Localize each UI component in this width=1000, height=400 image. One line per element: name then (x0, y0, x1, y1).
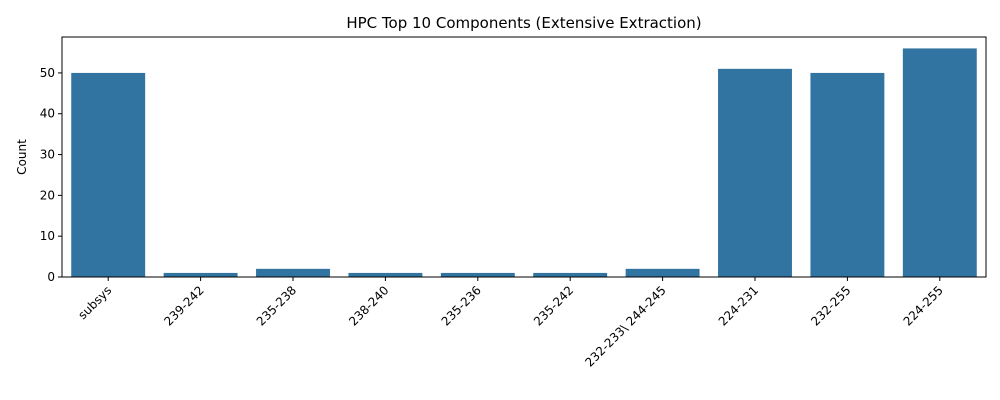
x-tick-label-8: 232-255 (808, 283, 853, 328)
y-axis-ticks: 0 10 20 30 40 50 (40, 66, 62, 284)
y-axis-label: Count (15, 139, 29, 175)
bar-3 (348, 272, 423, 277)
y-tick-label-5: 50 (40, 66, 55, 80)
x-tick-label-4: 235-236 (439, 283, 484, 328)
bar-9 (902, 48, 977, 277)
bar-1 (163, 272, 238, 277)
y-tick-label-1: 10 (40, 229, 55, 243)
x-tick-label-2: 235-238 (254, 283, 299, 328)
x-tick-label-9: 224-255 (901, 283, 946, 328)
x-axis-ticks: subsys 239-242 235-238 238-240 235-236 235-24… (75, 277, 946, 370)
x-tick-label-5: 235-242 (531, 283, 576, 328)
bar-6 (625, 268, 700, 277)
bar-8 (810, 72, 885, 277)
x-tick-label-3: 238-240 (346, 283, 391, 328)
y-tick-label-2: 20 (40, 188, 55, 202)
y-tick-label-3: 30 (40, 148, 55, 162)
x-tick-label-0: subsys (75, 283, 114, 322)
y-tick-label-4: 40 (40, 107, 55, 121)
bar-5 (533, 272, 608, 277)
x-tick-label-6: 232-233\ 244-245 (582, 283, 668, 369)
bar-7 (718, 68, 792, 277)
x-tick-label-7: 224-231 (716, 283, 761, 328)
chart-title: HPC Top 10 Components (Extensive Extract… (346, 14, 701, 32)
bar-0 (71, 72, 146, 277)
x-tick-label-1: 239-242 (161, 283, 206, 328)
bars-group (71, 48, 977, 277)
y-tick-label-0: 0 (47, 270, 55, 284)
bar-2 (256, 268, 330, 277)
plot-frame (61, 36, 987, 278)
bar-4 (440, 272, 515, 277)
